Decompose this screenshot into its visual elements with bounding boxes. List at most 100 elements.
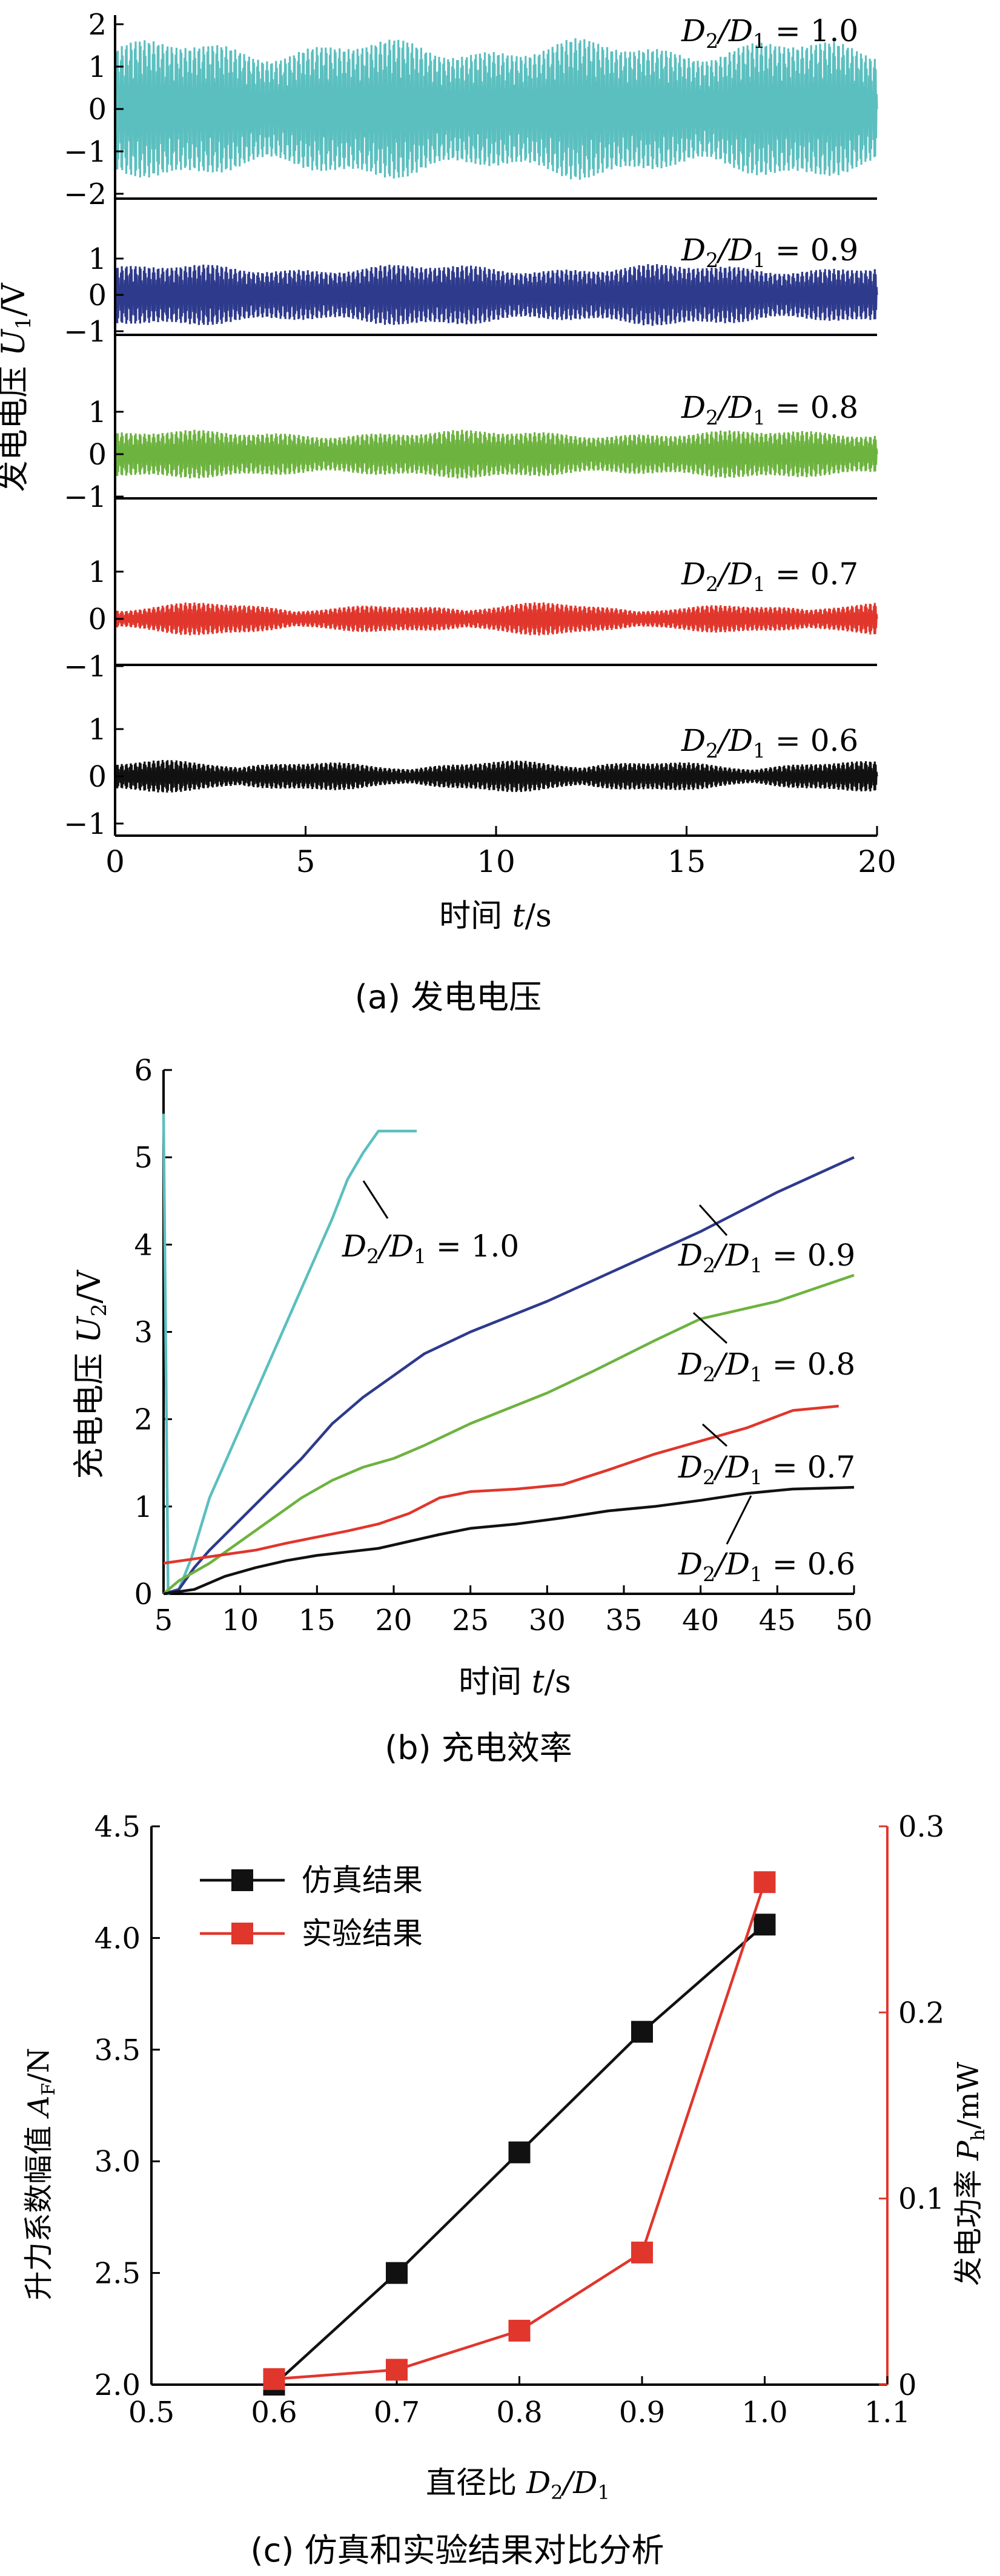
left-y-tick-label: 3.0 bbox=[94, 2145, 141, 2179]
panel-label-0: D2/D1 = 1.0 bbox=[681, 13, 858, 53]
x-tick-label: 45 bbox=[759, 1603, 796, 1637]
ylabel-prefix: 发电电压 bbox=[0, 356, 32, 492]
charging-line-1 bbox=[163, 1156, 855, 1596]
y-tick-label: 0 bbox=[88, 279, 107, 312]
right-y-tick-label: 0.2 bbox=[898, 1996, 944, 2030]
charging-series-label-2: D2/D1 = 0.8 bbox=[678, 1347, 855, 1386]
left-y-tick-label: 4.0 bbox=[94, 1921, 141, 1955]
leader-line bbox=[701, 1423, 728, 1447]
ylabel-sub: 1 bbox=[12, 317, 36, 330]
left-y-tick-label: 3.5 bbox=[94, 2033, 141, 2067]
y-tick-label: −1 bbox=[64, 807, 107, 841]
x-tick-label: 15 bbox=[299, 1603, 336, 1637]
y-tick-label: 2 bbox=[134, 1403, 153, 1437]
x-tick-label: 0 bbox=[105, 844, 125, 879]
x-tick-label: 1.1 bbox=[864, 2396, 910, 2429]
charging-chart-title: (b) 充电效率 bbox=[385, 1729, 572, 1767]
comparison-chart: 0.5 0.6 0.7 0.8 0.9 1.0 1.1 2.0 2.5 3.0 3.5 4.0 4.5 0… bbox=[22, 1810, 989, 2569]
x-tick-label: 0.9 bbox=[619, 2396, 665, 2429]
panel-label-3: D2/D1 = 0.7 bbox=[681, 556, 858, 596]
comparison-marker-0 bbox=[508, 2141, 531, 2164]
charging-series-label-3: D2/D1 = 0.7 bbox=[678, 1450, 855, 1489]
left-y-tick-label: 4.5 bbox=[94, 1810, 141, 1844]
comparison-marker-0 bbox=[386, 2262, 408, 2284]
leader-line bbox=[692, 1312, 728, 1344]
comparison-series bbox=[263, 1871, 776, 2396]
comparison-marker-1 bbox=[263, 2368, 285, 2390]
y-tick-label: 1 bbox=[88, 50, 107, 84]
voltage-waveform-4 bbox=[114, 760, 878, 793]
comparison-line-1 bbox=[274, 1881, 766, 2381]
legend-label-1: 实验结果 bbox=[302, 1916, 423, 1951]
x-tick-label: 40 bbox=[682, 1603, 719, 1637]
charging-series-label-1: D2/D1 = 0.9 bbox=[678, 1238, 855, 1277]
leader-line bbox=[698, 1204, 728, 1237]
y-tick-label: 0 bbox=[88, 93, 107, 127]
comparison-right-axis-label: 发电功率 Ph/mW bbox=[952, 2061, 989, 2286]
voltage-waveform-2 bbox=[114, 429, 878, 479]
comparison-x-axis-label: 直径比 D2/D1 bbox=[426, 2465, 610, 2504]
charging-line-4 bbox=[163, 1485, 855, 1596]
legend-marker-0 bbox=[231, 1869, 253, 1891]
charging-line-0 bbox=[162, 1114, 417, 1596]
charging-series-labels: D2/D1 = 1.0 D2/D1 = 0.9 D2/D1 = 0.8 D2/D1 =… bbox=[342, 1180, 855, 1586]
x-tick-label: 25 bbox=[452, 1603, 489, 1637]
y-tick-label: 0 bbox=[88, 438, 107, 472]
y-tick-label: −1 bbox=[64, 650, 107, 684]
voltage-waveform-1 bbox=[114, 264, 878, 326]
charging-series bbox=[162, 1114, 855, 1596]
y-tick-label: 4 bbox=[134, 1228, 153, 1262]
x-tick-label: 5 bbox=[296, 844, 316, 879]
panel-label-2: D2/D1 = 0.8 bbox=[681, 390, 858, 429]
x-tick-label: 0.7 bbox=[374, 2396, 420, 2429]
x-tick-label: 15 bbox=[667, 844, 706, 879]
x-tick-label: 10 bbox=[477, 844, 515, 879]
leader-line bbox=[726, 1495, 752, 1545]
y-tick-label: −1 bbox=[64, 315, 107, 349]
x-tick-label: 5 bbox=[154, 1603, 173, 1637]
charging-y-axis-label: 充电电压 U2/V bbox=[71, 1269, 111, 1479]
right-y-tick-label: 0 bbox=[898, 2368, 917, 2402]
voltage-axes bbox=[114, 15, 878, 837]
voltage-y-axis-label: 发电电压 U1/V bbox=[0, 282, 36, 492]
voltage-waveform-0 bbox=[114, 38, 878, 180]
left-y-tick-label: 2.5 bbox=[94, 2257, 141, 2291]
charging-line-3 bbox=[163, 1404, 839, 1565]
comparison-marker-0 bbox=[631, 2021, 653, 2043]
voltage-panel-labels: D2/D1 = 1.0 D2/D1 = 0.9 D2/D1 = 0.8 D2/D1 =… bbox=[681, 13, 858, 762]
x-tick-label: 0.6 bbox=[251, 2396, 297, 2429]
x-tick-label: 10 bbox=[222, 1603, 259, 1637]
x-tick-label: 30 bbox=[529, 1603, 566, 1637]
y-tick-label: 1 bbox=[88, 713, 107, 747]
y-tick-label: 1 bbox=[88, 242, 107, 276]
voltage-chart-title: (a) 发电电压 bbox=[355, 978, 541, 1016]
x-tick-label: 50 bbox=[835, 1603, 872, 1637]
x-tick-label: 0.8 bbox=[496, 2396, 542, 2429]
legend-label-0: 仿真结果 bbox=[302, 1863, 423, 1898]
y-tick-label: 2 bbox=[88, 8, 107, 42]
y-tick-label: 0 bbox=[134, 1577, 153, 1611]
left-y-tick-label: 2.0 bbox=[94, 2368, 141, 2402]
y-tick-label: 1 bbox=[88, 555, 107, 589]
y-tick-label: −2 bbox=[64, 177, 107, 211]
ylabel-var: U bbox=[0, 328, 32, 356]
ylabel-unit: /V bbox=[0, 282, 32, 317]
comparison-marker-1 bbox=[386, 2359, 408, 2381]
charging-series-label-0: D2/D1 = 1.0 bbox=[342, 1229, 519, 1268]
voltage-chart: D2/D1 = 1.0 D2/D1 = 0.9 D2/D1 = 0.8 D2/D1 =… bbox=[0, 8, 896, 1016]
voltage-waveform-3 bbox=[114, 602, 878, 636]
y-tick-label: −1 bbox=[64, 480, 107, 514]
comparison-axes: 0.5 0.6 0.7 0.8 0.9 1.0 1.1 2.0 2.5 3.0 3.5 4.0 4.5 0… bbox=[94, 1810, 945, 2429]
charging-line-2 bbox=[162, 1273, 855, 1595]
comparison-marker-1 bbox=[508, 2319, 531, 2342]
x-tick-label: 0.5 bbox=[128, 2396, 174, 2429]
voltage-waveforms bbox=[114, 38, 878, 793]
leader-line bbox=[362, 1180, 389, 1219]
panel-label-4: D2/D1 = 0.6 bbox=[681, 723, 858, 762]
y-tick-label: 1 bbox=[88, 395, 107, 429]
